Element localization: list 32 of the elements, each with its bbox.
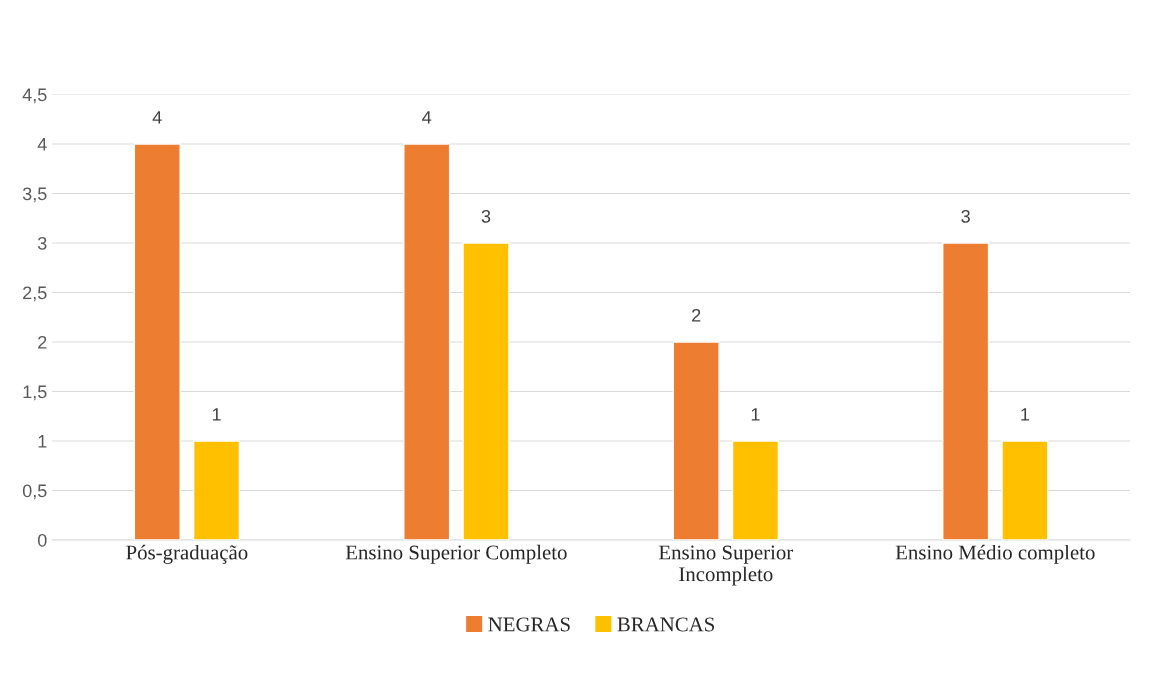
x-tick-label: Ensino Superior Completo: [345, 544, 567, 564]
x-tick-label: Ensino Superior Incompleto: [659, 545, 794, 586]
x-tick-label: Ensino Médio completo: [895, 544, 1095, 564]
data-label: 4: [152, 111, 162, 124]
y-tick-label: 2: [38, 335, 47, 349]
bar: [672, 341, 720, 540]
y-tick-label: 0,5: [22, 484, 47, 500]
data-label: 1: [1021, 408, 1030, 421]
data-label: 3: [481, 209, 491, 223]
bar: [403, 143, 451, 540]
y-tick-label: 4,5: [22, 88, 47, 104]
legend-label: NEGRAS: [488, 617, 570, 632]
bar: [462, 242, 510, 540]
data-label: 4: [422, 111, 432, 124]
bar: [1001, 440, 1049, 540]
data-label: 1: [751, 408, 760, 421]
bar: [731, 440, 780, 540]
legend-label: BRANCAS: [617, 617, 715, 632]
y-tick-label: 4: [37, 138, 47, 151]
y-tick-label: 1: [38, 435, 47, 448]
data-label: 3: [961, 209, 970, 223]
data-label: 1: [212, 408, 221, 421]
y-tick-label: 2,5: [23, 286, 47, 302]
data-label: 2: [692, 308, 701, 322]
y-tick-label: 3,5: [22, 187, 47, 203]
y-tick-label: 1,5: [23, 385, 47, 401]
bar: [942, 242, 990, 540]
x-tick-label: Pós-graduação: [126, 544, 248, 564]
bar: [192, 440, 241, 540]
y-tick-label: 3: [37, 236, 47, 250]
y-tick-label: 0: [37, 533, 47, 547]
bar: [133, 143, 181, 540]
